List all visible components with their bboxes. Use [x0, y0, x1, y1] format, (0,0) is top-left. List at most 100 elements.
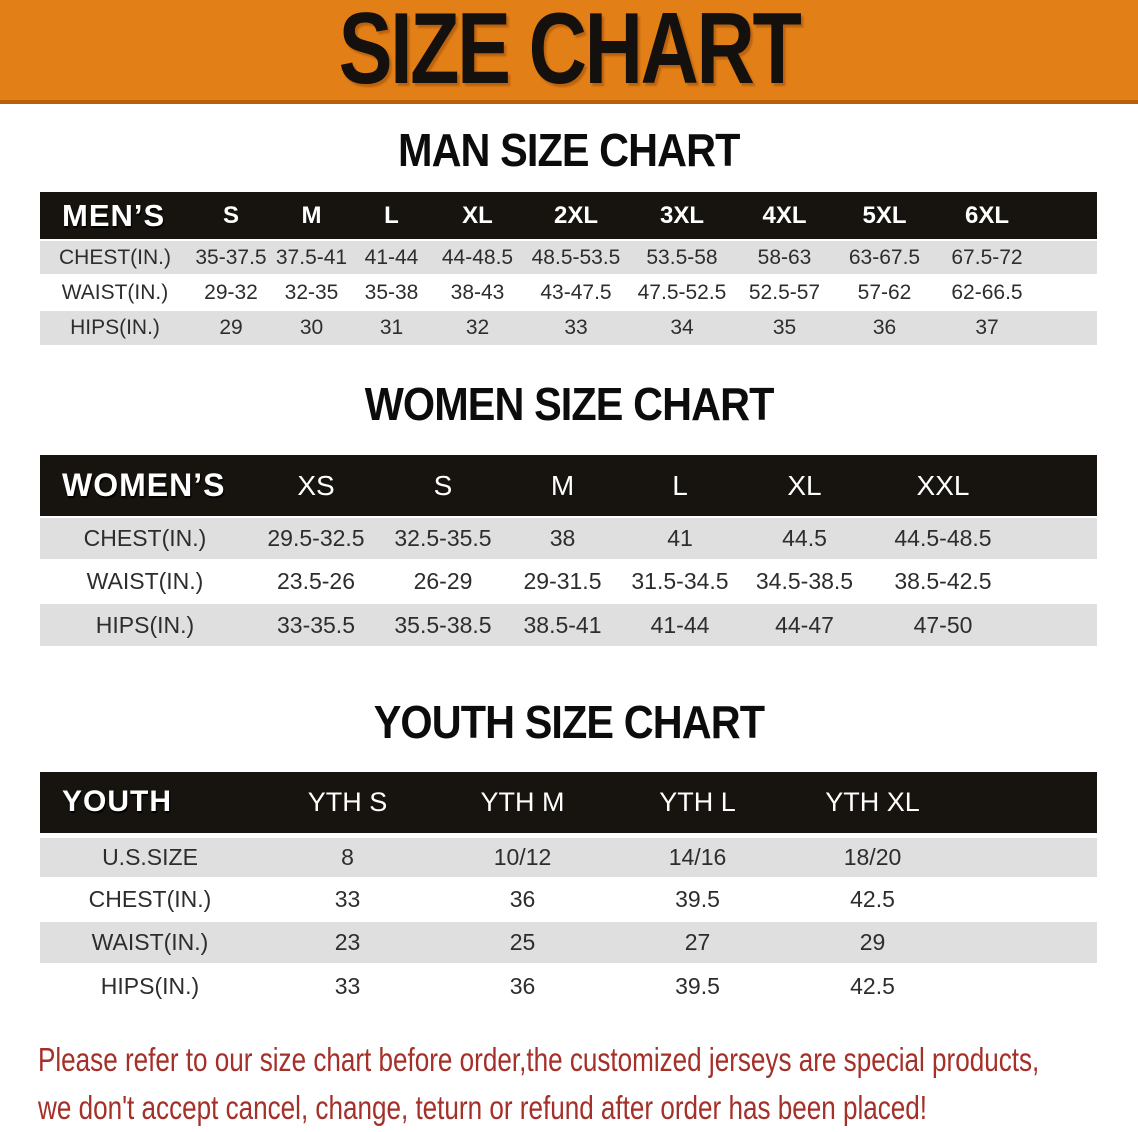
table-cell: 38.5-41: [523, 611, 602, 638]
table-row: CHEST(IN.) 35-37.5 37.5-41 41-44 44-48.5…: [40, 240, 1097, 275]
table-cell: 44-47: [775, 611, 834, 638]
spacer-cell: [1016, 603, 1097, 646]
table-cell: 38: [549, 525, 576, 551]
row-label: HIPS(IN.): [100, 972, 200, 999]
footer-notice: Please refer to our size chart before or…: [38, 1036, 1123, 1132]
table-cell: 30: [299, 316, 324, 339]
table-cell: 35-37.5: [195, 245, 267, 269]
womens-table-title: WOMEN’S: [62, 467, 226, 503]
table-cell: 43-47.5: [540, 280, 612, 304]
table-cell: 35: [772, 316, 797, 339]
table-cell: 29-32: [204, 280, 258, 304]
table-cell: 38.5-42.5: [894, 568, 992, 594]
row-label: CHEST(IN.): [88, 886, 212, 912]
table-cell: 48.5-53.5: [531, 245, 621, 269]
column-header: XS: [297, 469, 335, 501]
spacer-cell: [1039, 240, 1097, 275]
table-cell: 39.5: [675, 972, 720, 999]
table-cell: 38-43: [450, 280, 505, 304]
row-label: WAIST(IN.): [86, 568, 204, 594]
table-cell: 10/12: [493, 843, 552, 870]
table-cell: 32: [465, 316, 490, 339]
table-cell: 41-44: [650, 611, 710, 638]
column-header: 2XL: [553, 201, 598, 229]
table-cell: 25: [509, 929, 536, 955]
table-cell: 41-44: [364, 245, 419, 269]
table-cell: 31: [379, 316, 404, 339]
table-row: HIPS(IN.) 33-35.5 35.5-38.5 38.5-41 41-4…: [40, 603, 1097, 646]
man-size-chart-heading: MAN SIZE CHART: [0, 127, 1138, 173]
notice-line: we don't accept cancel, change, teturn o…: [38, 1084, 1123, 1132]
spacer-cell: [1039, 310, 1097, 345]
mens-table-title: MEN’S: [62, 197, 166, 233]
mens-size-table: MEN’S S M L XL 2XL 3XL 4XL 5XL 6XL CHEST…: [40, 192, 1097, 345]
table-cell: 57-62: [857, 280, 912, 304]
table-cell: 33: [334, 972, 361, 999]
table-cell: 37.5-41: [275, 245, 348, 269]
table-cell: 33: [334, 886, 361, 912]
table-cell: 53.5-58: [646, 245, 718, 269]
row-label: HIPS(IN.): [95, 611, 195, 638]
table-cell: 62-66.5: [951, 280, 1023, 304]
column-header: YTH XL: [825, 786, 920, 817]
table-cell: 33-35.5: [276, 611, 355, 638]
table-row: U.S.SIZE 8 10/12 14/16 18/20: [40, 835, 1097, 878]
table-cell: 32-35: [284, 280, 339, 304]
table-cell: 29: [859, 929, 886, 955]
spacer-cell: [1039, 192, 1097, 240]
spacer-cell: [1016, 455, 1097, 517]
table-cell: 33: [564, 316, 588, 339]
notice-line: Please refer to our size chart before or…: [38, 1036, 1123, 1084]
spacer-cell: [960, 964, 1097, 1007]
table-cell: 36: [509, 886, 536, 912]
column-header: L: [672, 469, 688, 501]
table-cell: 18/20: [843, 843, 902, 870]
spacer-cell: [960, 921, 1097, 964]
table-cell: 23: [334, 929, 361, 955]
table-cell: 67.5-72: [951, 245, 1023, 269]
table-cell: 58-63: [757, 245, 812, 269]
column-header: YTH S: [307, 786, 388, 817]
notice-line-text: Please refer to our size chart before or…: [38, 1041, 1040, 1078]
man-size-chart-heading-text: MAN SIZE CHART: [398, 124, 740, 176]
table-cell: 39.5: [675, 886, 720, 912]
row-label: WAIST(IN.): [91, 929, 209, 955]
column-header: YTH M: [480, 786, 565, 817]
youth-size-table: YOUTH YTH S YTH M YTH L YTH XL U.S.SIZE …: [40, 772, 1097, 1007]
table-cell: 47.5-52.5: [637, 280, 727, 304]
table-cell: 31.5-34.5: [631, 568, 729, 594]
mens-header-row: MEN’S S M L XL 2XL 3XL 4XL 5XL 6XL: [40, 192, 1097, 240]
youth-table-title: YOUTH: [62, 785, 172, 819]
table-cell: 29: [219, 316, 243, 339]
row-label: HIPS(IN.): [70, 316, 160, 339]
row-label: CHEST(IN.): [59, 245, 171, 269]
table-row: WAIST(IN.) 23 25 27 29: [40, 921, 1097, 964]
table-row: HIPS(IN.) 33 36 39.5 42.5: [40, 964, 1097, 1007]
spacer-cell: [960, 878, 1097, 921]
womens-size-table: WOMEN’S XS S M L XL XXL CHEST(IN.) 29.5-…: [40, 455, 1097, 646]
table-cell: 63-67.5: [848, 245, 921, 269]
row-label: U.S.SIZE: [102, 843, 198, 870]
table-cell: 36: [509, 972, 536, 999]
column-header: XL: [462, 201, 493, 229]
womens-header-row: WOMEN’S XS S M L XL XXL: [40, 455, 1097, 517]
table-cell: 27: [684, 929, 711, 955]
column-header: 3XL: [659, 201, 704, 229]
spacer-cell: [960, 835, 1097, 878]
row-label: CHEST(IN.): [83, 525, 207, 551]
table-cell: 8: [341, 843, 354, 870]
column-header: 6XL: [964, 201, 1009, 229]
column-header: YTH L: [659, 786, 736, 817]
table-cell: 34.5-38.5: [755, 568, 854, 594]
table-cell: 32.5-35.5: [394, 525, 492, 551]
spacer-cell: [1039, 275, 1097, 310]
table-row: CHEST(IN.) 29.5-32.5 32.5-35.5 38 41 44.…: [40, 517, 1097, 560]
column-header: M: [550, 469, 575, 501]
table-cell: 23.5-26: [276, 568, 355, 594]
column-header: 4XL: [762, 201, 807, 229]
column-header: 5XL: [862, 201, 907, 229]
column-header: S: [222, 201, 239, 229]
table-cell: 35.5-38.5: [394, 611, 492, 638]
youth-size-chart-heading: YOUTH SIZE CHART: [0, 699, 1138, 745]
